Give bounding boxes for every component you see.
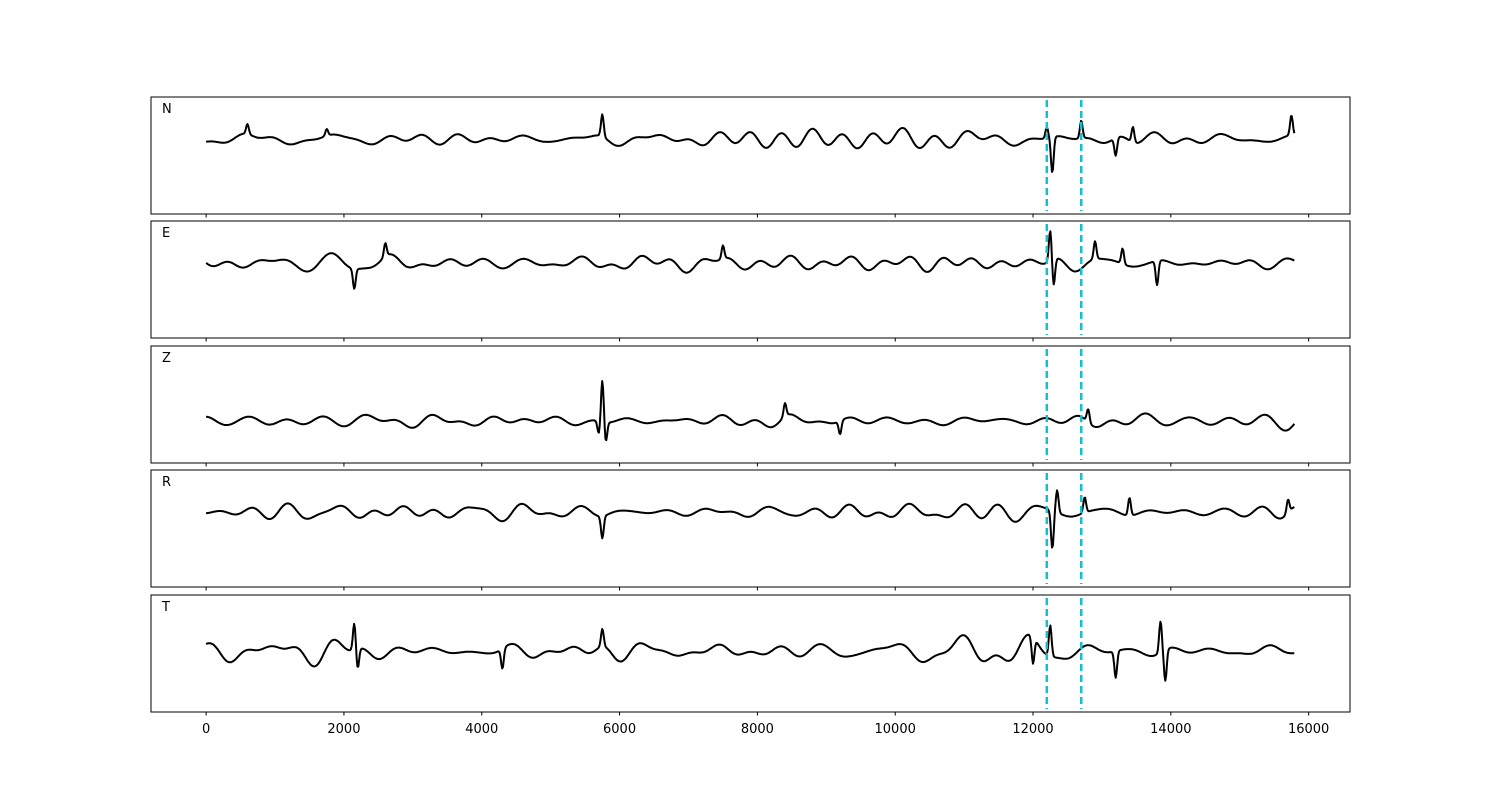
x-tick-label: 14000 [1150,722,1191,737]
trace-line-z [206,380,1296,442]
x-tick-label: 16000 [1288,722,1329,737]
panel-frame [150,96,1351,215]
x-tick-label: 4000 [465,722,498,737]
trace-line-t [205,620,1295,682]
x-tick-label: 10000 [875,722,916,737]
trace-line-r [205,489,1295,549]
x-tick-label: 2000 [327,722,360,737]
panel-frame [150,220,1351,339]
panel-frame [150,594,1351,713]
x-tick-label: 6000 [603,722,636,737]
panel-frame [150,469,1351,588]
x-axis: 0 2000 4000 6000 8000 10000 12000 14000 16000 [202,722,1329,737]
panel-label: N [162,102,172,117]
panel-r: R [150,469,1351,591]
panels-group: N E Z R T [150,96,1351,716]
x-tick-label: 12000 [1012,722,1053,737]
trace-line-e [205,230,1295,290]
x-tick-label: 0 [202,722,210,737]
panel-frame [150,345,1351,464]
panel-label: Z [162,351,171,366]
panel-z: Z [150,345,1351,467]
x-tick-label: 8000 [741,722,774,737]
panel-t: T [150,594,1351,716]
panel-label: T [161,600,170,615]
trace-line-n [206,113,1296,173]
panel-label: R [162,475,171,490]
panel-label: E [162,226,170,241]
panel-e: E [150,220,1351,342]
panel-n: N [150,96,1351,218]
